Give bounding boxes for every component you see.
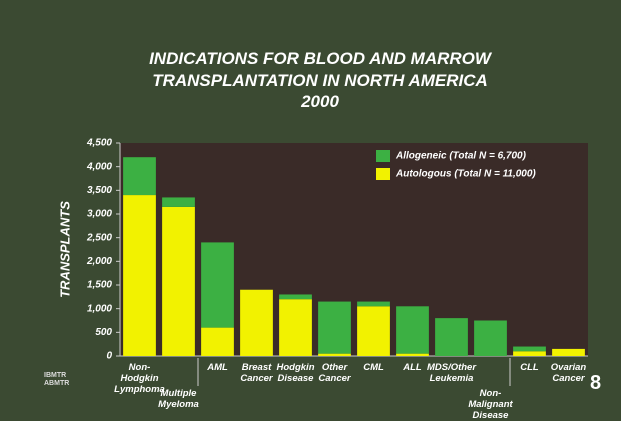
bar-segment <box>123 195 156 356</box>
x-tick-label: Other Cancer <box>318 362 351 384</box>
bar-segment <box>513 346 546 352</box>
bar-segment <box>201 327 234 356</box>
bar-segment <box>396 353 429 356</box>
bar-segment <box>201 242 234 328</box>
x-tick-label: Non-Malignant Disease <box>468 388 513 421</box>
bar-segment <box>123 157 156 196</box>
x-tick-label: Hodgkin Disease <box>276 362 315 384</box>
legend-label: Allogeneic (Total N = 6,700) <box>395 151 527 162</box>
legend-swatch <box>376 168 390 180</box>
y-tick-label: 3,500 <box>87 185 112 196</box>
y-tick-label: 500 <box>95 327 112 338</box>
bar-segment <box>162 197 195 207</box>
y-axis-label: TRANSPLANTS <box>57 201 72 298</box>
bar-segment <box>552 348 585 356</box>
x-tick-label: AML <box>207 362 228 373</box>
chart-title: INDICATIONS FOR BLOOD AND MARROW TRANSPL… <box>149 49 491 90</box>
bar-segment <box>318 353 351 356</box>
y-tick-label: 4,000 <box>86 161 112 172</box>
x-tick-label: Non-Hodgkin Lymphoma <box>114 362 165 395</box>
x-tick-label: CLL <box>520 362 539 373</box>
plot-area <box>120 143 588 356</box>
x-tick-label: CML <box>363 362 384 373</box>
x-tick-label: Ovarian Cancer <box>550 362 587 384</box>
y-tick-label: 4,500 <box>86 138 112 149</box>
y-tick-label: 0 <box>106 351 112 362</box>
bar-segment <box>279 294 312 300</box>
bar-segment <box>240 289 273 356</box>
bar-segment <box>396 306 429 354</box>
bar-segment <box>357 306 390 356</box>
y-tick-label: 2,000 <box>86 256 112 267</box>
logo: IBMTR ABMTR <box>44 372 70 387</box>
x-tick-label: ALL <box>403 362 422 373</box>
bar-segment <box>513 351 546 356</box>
bar-segment <box>357 301 390 307</box>
legend-label: Autologous (Total N = 11,000) <box>395 169 536 180</box>
bar-segment <box>318 301 351 354</box>
x-tick-label: MDS/Other Leukemia <box>426 362 477 384</box>
x-tick-label: Breast Cancer <box>240 362 273 384</box>
bar-segment <box>279 299 312 356</box>
y-tick-label: 1,500 <box>87 280 112 291</box>
chart-subtitle: 2000 <box>301 92 339 111</box>
bar-segment <box>162 206 195 356</box>
y-tick-label: 1,000 <box>87 303 112 314</box>
legend-swatch <box>376 150 390 162</box>
bar-segment <box>435 318 468 356</box>
bar-segment <box>474 320 507 356</box>
y-tick-label: 2,500 <box>86 232 112 243</box>
y-tick-label: 3,000 <box>87 209 112 220</box>
page-number: 8 <box>590 372 602 394</box>
x-tick-label: Multiple Myeloma <box>158 388 199 410</box>
